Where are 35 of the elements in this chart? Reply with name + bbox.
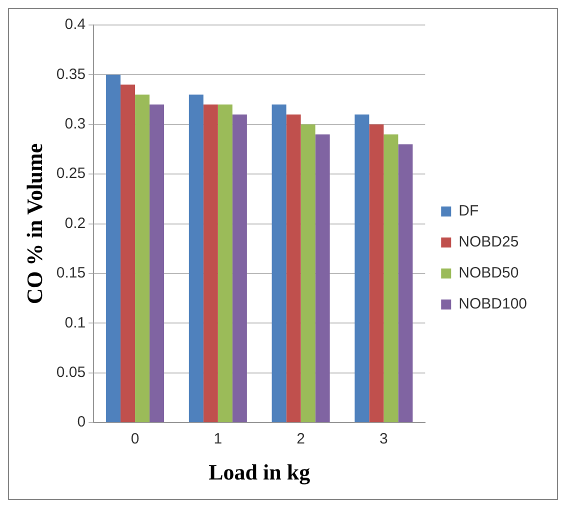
- y-tick-label: 0.2: [64, 214, 86, 232]
- y-tick-label: 0.25: [56, 165, 86, 182]
- bar: [315, 134, 330, 422]
- bar: [218, 104, 232, 422]
- x-tick-label: 0: [130, 430, 140, 448]
- bar: [384, 134, 398, 422]
- bar: [286, 114, 301, 422]
- legend-label: DF: [458, 202, 479, 220]
- y-tick-label: 0.4: [64, 16, 86, 34]
- y-tick-label: 0.35: [56, 66, 86, 83]
- bar: [120, 84, 136, 422]
- bar: [369, 124, 384, 422]
- x-tick-label: 1: [214, 430, 222, 448]
- x-tick-label: 3: [380, 430, 388, 448]
- bar: [188, 94, 204, 422]
- bar: [135, 94, 150, 422]
- bar: [398, 144, 413, 422]
- bar: [203, 104, 218, 422]
- bar: [150, 104, 164, 422]
- y-tick-label: 0.05: [56, 364, 86, 382]
- x-axis-title: Load in kg: [208, 459, 310, 484]
- legend-label: NOBD50: [458, 264, 519, 282]
- x-tick-label: 2: [296, 430, 305, 448]
- y-tick-label: 0.15: [56, 264, 86, 282]
- y-tick-label: 0.1: [64, 314, 86, 332]
- y-tick-label: 0.3: [64, 116, 86, 133]
- legend-label: NOBD25: [458, 234, 519, 251]
- bar: [272, 104, 286, 422]
- y-tick-label: 0: [77, 414, 86, 431]
- bar: [300, 124, 316, 422]
- bar: [354, 114, 370, 422]
- bar: [106, 74, 121, 422]
- bar: [232, 114, 247, 422]
- y-axis-title: CO % in Volume: [22, 143, 47, 304]
- legend-label: NOBD100: [458, 296, 528, 313]
